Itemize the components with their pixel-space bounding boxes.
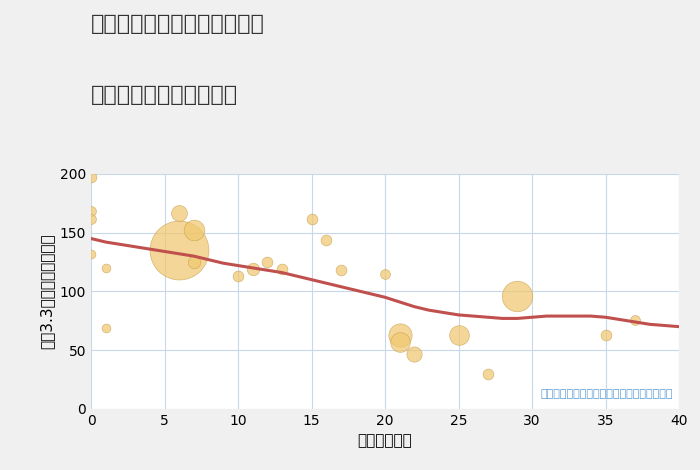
Point (482, 370, 493, 377)
Y-axis label: 坪（3.3㎡）単価（万円）: 坪（3.3㎡）単価（万円） (39, 234, 54, 349)
Point (335, 266, 346, 274)
Point (409, 350, 420, 357)
Point (379, 270, 391, 277)
Text: 円の大きさは、取引のあった物件面積を示す: 円の大きさは、取引のあった物件面積を示す (540, 390, 673, 400)
Point (188, 258, 199, 266)
Point (188, 227, 199, 234)
Point (276, 265, 288, 273)
Point (85, 208, 97, 215)
Point (100, 264, 111, 272)
X-axis label: 築年数（年）: 築年数（年） (358, 433, 412, 448)
Point (174, 209, 185, 216)
Point (85, 215, 97, 222)
Point (321, 236, 332, 243)
Point (174, 246, 185, 254)
Point (453, 331, 464, 338)
Point (85, 173, 97, 181)
Text: 兵庫県西宮市生瀬武庫川町の: 兵庫県西宮市生瀬武庫川町の (91, 14, 265, 34)
Point (600, 331, 611, 338)
Point (85, 250, 97, 258)
Text: 築年数別中古戸建て価格: 築年数別中古戸建て価格 (91, 85, 238, 105)
Point (512, 292, 523, 300)
Point (306, 215, 317, 222)
Point (394, 338, 405, 346)
Point (247, 265, 258, 273)
Point (100, 324, 111, 332)
Point (629, 316, 641, 323)
Point (394, 331, 405, 338)
Point (232, 272, 244, 280)
Point (262, 258, 273, 266)
